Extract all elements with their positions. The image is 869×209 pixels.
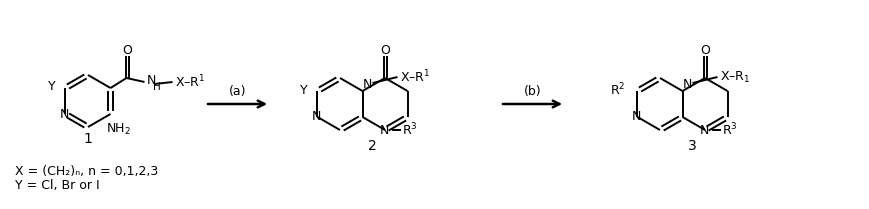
Text: 3: 3 [687, 139, 695, 153]
Text: N: N [60, 108, 70, 121]
Text: N: N [311, 111, 321, 124]
Text: O: O [700, 43, 710, 56]
Text: N: N [699, 124, 708, 136]
Text: N: N [362, 79, 372, 92]
Text: X–R$^1$: X–R$^1$ [399, 69, 429, 85]
Text: X–R$^1$: X–R$^1$ [175, 74, 204, 90]
Text: Y = Cl, Br or I: Y = Cl, Br or I [15, 178, 100, 191]
Text: R$^2$: R$^2$ [609, 82, 625, 98]
Text: H: H [152, 82, 160, 92]
Text: 1: 1 [83, 132, 92, 146]
Text: N: N [379, 124, 388, 136]
Text: (a): (a) [229, 85, 246, 98]
Text: O: O [122, 43, 132, 56]
Text: Y: Y [300, 84, 307, 97]
Text: (b): (b) [523, 85, 541, 98]
Text: Y: Y [48, 80, 56, 93]
Text: N: N [631, 111, 640, 124]
Text: X–R$_1$: X–R$_1$ [719, 69, 749, 85]
Text: O: O [380, 43, 390, 56]
Text: R$^3$: R$^3$ [401, 122, 417, 138]
Text: N: N [146, 74, 156, 88]
Text: X = (CH₂)ₙ, n = 0,1,2,3: X = (CH₂)ₙ, n = 0,1,2,3 [15, 164, 158, 177]
Text: NH$_2$: NH$_2$ [106, 121, 131, 136]
Text: R$^3$: R$^3$ [721, 122, 737, 138]
Text: N: N [682, 79, 692, 92]
Text: 2: 2 [368, 139, 376, 153]
